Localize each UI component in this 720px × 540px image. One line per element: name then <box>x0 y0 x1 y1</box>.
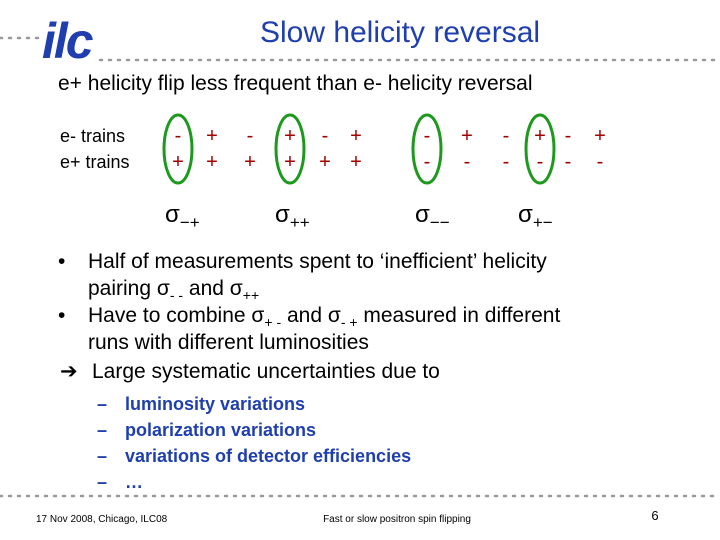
text-run: runs with different luminosities <box>88 331 369 354</box>
arrow-icon: ➔ <box>60 360 78 383</box>
pairing-label: σ+− <box>518 201 553 232</box>
helicity-sign: - <box>565 151 572 173</box>
helicity-sign: + <box>350 151 362 173</box>
pair-ellipse <box>162 113 194 185</box>
row-label: e+ trains <box>60 152 130 172</box>
page-number: 6 <box>651 508 658 523</box>
helicity-sign: + <box>319 151 331 173</box>
pairing-label: σ−+ <box>165 201 200 232</box>
helicity-sign: + <box>284 151 296 173</box>
helicity-sign: + <box>284 125 296 147</box>
subscript: - + <box>341 314 358 330</box>
bullet-line: runs with different luminosities <box>88 331 369 354</box>
helicity-sign: - <box>175 125 182 147</box>
bullet-line: Have to combine σ+ - and σ- + measured i… <box>88 304 560 330</box>
sub-bullet-marker: – <box>97 446 107 466</box>
row-label: e- trains <box>60 126 125 146</box>
subscript: −− <box>430 213 450 232</box>
helicity-sign: - <box>537 151 544 173</box>
helicity-sign: - <box>503 125 510 147</box>
sub-bullet-marker: – <box>97 420 107 440</box>
footer-center: Fast or slow positron spin flipping <box>323 514 471 525</box>
pairing-label: σ−− <box>415 201 450 232</box>
sub-bullet: luminosity variations <box>125 394 305 414</box>
bullet-marker: • <box>58 250 65 273</box>
helicity-sign: - <box>424 151 431 173</box>
helicity-sign: - <box>247 125 254 147</box>
text-run: and <box>183 277 230 300</box>
pairing-label: σ++ <box>275 201 310 232</box>
sub-bullet: variations of detector efficiencies <box>125 446 411 466</box>
text-run: measured in different <box>358 304 561 327</box>
sub-bullet: polarization variations <box>125 420 316 440</box>
helicity-sign: + <box>172 151 184 173</box>
helicity-sign: - <box>464 151 471 173</box>
sigma: σ <box>165 201 180 228</box>
helicity-sign: + <box>206 151 218 173</box>
conclusion: Large systematic uncertainties due to <box>92 360 440 383</box>
subscript: ++ <box>243 287 259 303</box>
bullet-marker: • <box>58 304 65 327</box>
title: Slow helicity reversal <box>260 16 540 49</box>
sigma: σ <box>157 277 170 300</box>
helicity-sign: - <box>565 125 572 147</box>
pair-ellipse <box>274 113 306 185</box>
sigma: σ <box>518 201 533 228</box>
text-run: Half of measurements spent to ‘inefficie… <box>88 250 547 273</box>
helicity-sign: - <box>322 125 329 147</box>
sigma: σ <box>328 304 341 327</box>
bullet-line: pairing σ- - and σ++ <box>88 277 259 303</box>
subtitle: e+ helicity flip less frequent than e- h… <box>58 72 532 95</box>
subscript: ++ <box>290 213 310 232</box>
helicity-sign: + <box>594 125 606 147</box>
sub-bullet-marker: – <box>97 394 107 414</box>
logo: ilc <box>42 13 94 69</box>
helicity-sign: + <box>350 125 362 147</box>
text-run: Have to combine <box>88 304 251 327</box>
sigma: σ <box>251 304 264 327</box>
text-run: and <box>281 304 328 327</box>
text-run: pairing <box>88 277 157 300</box>
helicity-sign: - <box>597 151 604 173</box>
helicity-sign: - <box>424 125 431 147</box>
sigma: σ <box>230 277 243 300</box>
subscript: −+ <box>180 213 200 232</box>
subscript: + - <box>264 314 281 330</box>
pair-ellipse <box>524 113 556 185</box>
footer-left: 17 Nov 2008, Chicago, ILC08 <box>36 514 168 525</box>
helicity-sign: + <box>534 125 546 147</box>
helicity-sign: + <box>206 125 218 147</box>
sub-bullet-marker: – <box>97 472 107 492</box>
subscript: - - <box>170 287 184 303</box>
subscript: +− <box>533 213 553 232</box>
sigma: σ <box>415 201 430 228</box>
pair-highlights <box>162 113 556 185</box>
helicity-sign: + <box>461 125 473 147</box>
sub-bullet: … <box>125 472 143 492</box>
helicity-sign: - <box>503 151 510 173</box>
helicity-sign: + <box>244 151 256 173</box>
pair-ellipse <box>411 113 443 185</box>
bullet-line: Half of measurements spent to ‘inefficie… <box>88 250 547 273</box>
sigma: σ <box>275 201 290 228</box>
